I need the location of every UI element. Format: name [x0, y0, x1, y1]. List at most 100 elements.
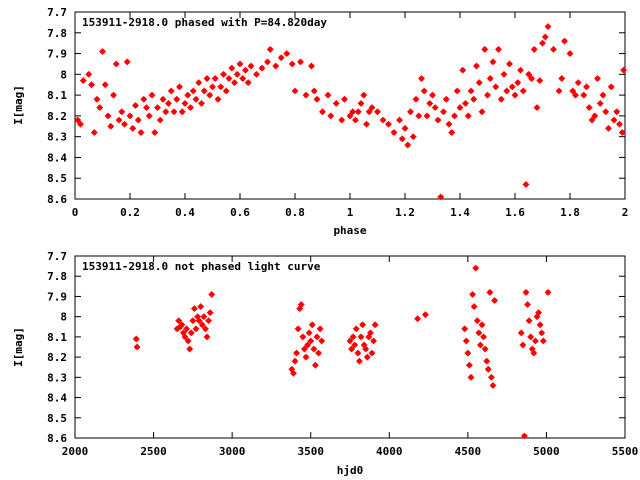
data-point	[175, 317, 182, 324]
data-point	[536, 321, 544, 328]
data-point	[404, 141, 411, 149]
data-point	[357, 100, 365, 107]
data-point	[456, 104, 464, 111]
data-point	[461, 325, 468, 332]
data-point	[528, 75, 535, 82]
data-point	[518, 329, 525, 337]
data-point	[484, 91, 491, 99]
data-point	[195, 79, 202, 86]
data-point	[483, 357, 490, 365]
data-point	[159, 96, 167, 103]
chart-title: 153911-2918.0 phased with P=84.820day	[82, 16, 327, 29]
data-point	[443, 96, 450, 103]
x-tick-label: 3000	[219, 445, 246, 458]
data-point	[470, 96, 477, 103]
y-tick-label: 7.8	[47, 27, 67, 40]
y-axis-label: I[mag]	[12, 85, 25, 125]
data-point	[137, 129, 145, 136]
x-tick-label: 4000	[376, 445, 403, 458]
y-tick-label: 8	[60, 68, 67, 81]
data-point	[602, 108, 609, 115]
data-point	[312, 362, 319, 369]
data-point	[186, 345, 193, 353]
data-point	[231, 79, 238, 86]
y-tick-label: 8.5	[47, 172, 67, 185]
data-point	[313, 333, 321, 341]
data-point	[517, 66, 524, 74]
data-point	[558, 75, 565, 82]
data-point	[572, 91, 579, 99]
data-point	[245, 79, 252, 86]
x-tick-label: 1.6	[505, 206, 525, 219]
data-point	[583, 83, 590, 90]
data-point	[121, 121, 128, 128]
data-point	[102, 81, 109, 88]
data-point	[181, 100, 189, 107]
data-point	[258, 64, 266, 72]
data-point	[519, 341, 527, 349]
data-point	[190, 87, 197, 95]
data-point	[434, 116, 442, 124]
data-point	[309, 321, 316, 328]
data-point	[202, 325, 209, 332]
data-point	[135, 116, 142, 124]
data-point	[463, 337, 470, 345]
data-point	[396, 116, 403, 124]
data-point	[379, 116, 387, 124]
data-point	[410, 133, 417, 140]
data-point	[509, 83, 516, 90]
data-point	[364, 353, 371, 361]
data-point	[357, 333, 365, 341]
data-point	[478, 321, 486, 328]
data-point	[354, 349, 362, 357]
data-point	[351, 341, 358, 349]
x-tick-label: 3500	[297, 445, 324, 458]
data-point	[359, 321, 366, 328]
data-point	[197, 303, 204, 310]
data-point	[467, 87, 475, 95]
data-point	[110, 91, 117, 99]
data-point	[278, 54, 285, 61]
data-point	[304, 341, 311, 349]
data-point	[462, 100, 469, 107]
data-point	[555, 87, 563, 95]
y-tick-label: 8.4	[47, 392, 67, 405]
x-axis-label: phase	[333, 224, 366, 237]
y-tick-label: 7.9	[47, 290, 67, 303]
data-point	[473, 62, 480, 70]
x-axis-label: hjd0	[337, 464, 364, 477]
data-point	[429, 91, 436, 99]
data-point	[181, 333, 189, 341]
data-point	[313, 96, 321, 103]
data-point	[533, 104, 541, 111]
data-point	[486, 289, 494, 296]
y-tick-label: 7.7	[47, 250, 67, 263]
data-point	[170, 108, 178, 115]
data-point	[542, 33, 549, 41]
data-point	[104, 112, 112, 120]
data-point	[472, 264, 479, 272]
data-point	[440, 108, 447, 115]
y-tick-label: 8.5	[47, 412, 67, 425]
data-point	[520, 87, 527, 95]
y-tick-label: 8.1	[47, 331, 67, 344]
data-point	[199, 321, 206, 328]
data-point	[96, 104, 103, 111]
data-point	[575, 79, 582, 86]
data-point	[525, 317, 533, 324]
data-point	[478, 108, 486, 115]
data-point	[476, 79, 483, 86]
data-point	[308, 62, 315, 70]
data-point	[521, 432, 528, 440]
data-point	[267, 46, 274, 53]
data-point	[421, 87, 428, 95]
data-point	[356, 357, 363, 365]
data-point	[283, 50, 290, 57]
data-point	[531, 46, 538, 53]
data-point	[401, 125, 409, 132]
data-point	[206, 91, 213, 99]
data-point	[412, 96, 420, 103]
data-point	[85, 71, 92, 78]
data-point	[126, 112, 134, 120]
